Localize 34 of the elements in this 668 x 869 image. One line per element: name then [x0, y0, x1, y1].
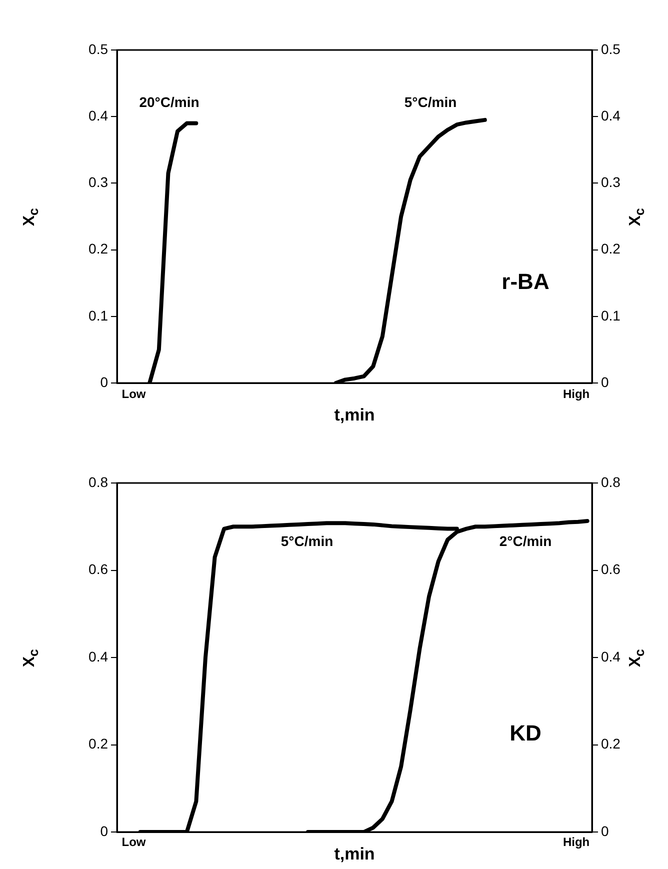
y2-tick-label: 0.8: [601, 474, 621, 490]
y2-tick-label: 0: [601, 374, 609, 390]
annotation: 2°C/min: [499, 533, 552, 550]
annotation: KD: [510, 720, 542, 746]
y-tick-label: 0.1: [88, 307, 108, 324]
annotation: 5°C/min: [404, 94, 457, 110]
y-tick-label: 0.4: [88, 107, 108, 124]
x-axis-title: t,min: [334, 844, 375, 864]
y-tick-label: 0.3: [88, 174, 108, 190]
annotation: 20°C/min: [139, 94, 200, 110]
y2-tick-label: 0.4: [601, 648, 621, 664]
text: High: [562, 386, 590, 401]
y-tick-label: 0: [100, 822, 108, 839]
y2-tick-label: 0.2: [601, 736, 621, 752]
y2-tick-label: 0.6: [601, 561, 621, 578]
y2-tick-label: 0.3: [601, 174, 621, 190]
y2-tick-label: 0.2: [601, 240, 621, 257]
y2-tick-label: 0: [601, 822, 609, 839]
x-axis-title: t,min: [334, 405, 375, 424]
y2-tick-label: 0.5: [601, 40, 621, 57]
annotation: r-BA: [502, 269, 550, 294]
text: Low: [122, 834, 146, 849]
y2-tick-label: 0.1: [601, 307, 621, 324]
y-tick-label: 0.2: [88, 736, 108, 752]
y-tick-label: 0.5: [88, 40, 108, 57]
y2-tick-label: 0.4: [601, 107, 621, 124]
y-tick-label: 0.8: [88, 474, 108, 490]
text: Low: [122, 386, 146, 401]
y-tick-label: 0.4: [88, 648, 108, 664]
y-tick-label: 0.2: [88, 240, 108, 257]
y-tick-label: 0.6: [88, 561, 108, 578]
text: High: [562, 834, 590, 849]
y-tick-label: 0: [100, 374, 108, 390]
annotation: 5°C/min: [280, 533, 334, 550]
